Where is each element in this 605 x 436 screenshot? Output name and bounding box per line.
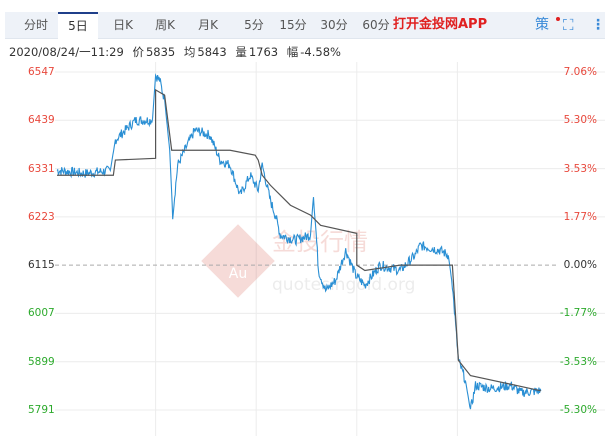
y-tick-right: 7.06%: [563, 66, 597, 78]
change-label: 幅: [286, 45, 299, 59]
y-tick-right: 3.53%: [563, 162, 597, 175]
y-tick-right: 0.00%: [563, 259, 597, 272]
y-tick-right: 5.30%: [563, 114, 597, 127]
y-tick-left: 6115: [28, 259, 55, 272]
price-label: 价: [132, 45, 144, 59]
y-tick-left: 6439: [28, 114, 55, 127]
tab-30分[interactable]: 30分: [320, 18, 348, 32]
y-tick-right: 1.77%: [563, 210, 597, 223]
y-tick-left: 5791: [28, 404, 55, 416]
tab-5日[interactable]: 5日: [58, 12, 98, 39]
price-value: 5835: [145, 45, 176, 59]
quote-info: 2020/08/24/一11:29 价 5835 均 5843 量 1763 幅 -4.…: [9, 44, 346, 60]
strategy-icon[interactable]: 策: [535, 17, 549, 33]
y-tick-left: 6223: [28, 210, 55, 223]
tab-60分[interactable]: 60分: [362, 18, 390, 32]
notification-dot: [556, 17, 560, 21]
change-value: -4.58%: [300, 45, 341, 59]
volume-value: 1763: [248, 45, 279, 59]
y-tick-left: 6547: [28, 66, 55, 78]
tab-周K[interactable]: 周K: [155, 18, 175, 32]
tab-月K[interactable]: 月K: [198, 18, 218, 32]
volume-label: 量: [235, 45, 247, 59]
tab-5分[interactable]: 5分: [244, 18, 264, 32]
datetime: 2020/08/24/一11:29: [9, 45, 124, 59]
tab-15分[interactable]: 15分: [279, 18, 307, 32]
avg-value: 5843: [197, 45, 227, 59]
watermark-logo: Au: [229, 266, 247, 282]
open-app-link[interactable]: 打开金投网APP: [393, 17, 488, 32]
y-tick-left: 6007: [28, 307, 55, 320]
watermark-en: quotesingold.org: [272, 275, 415, 295]
fullscreen-icon[interactable]: ⛶: [563, 16, 574, 34]
tab-分时[interactable]: 分时: [23, 18, 48, 32]
more-icon[interactable]: ⋮: [591, 17, 605, 33]
y-tick-right: -1.77%: [559, 307, 597, 320]
avg-label: 均: [183, 45, 196, 59]
period-tabs: 打开金投网APP 策 ⛶ ⋮ 分时 5日 日K 周K 月K 5分 15分 30分 60分: [5, 12, 605, 39]
y-tick-left: 5899: [28, 355, 55, 368]
y-tick-right: -5.30%: [559, 404, 597, 416]
tab-日K[interactable]: 日K: [113, 18, 133, 32]
avg-line: [57, 88, 542, 392]
y-tick-left: 6331: [28, 162, 55, 175]
y-tick-right: -3.53%: [559, 355, 597, 368]
